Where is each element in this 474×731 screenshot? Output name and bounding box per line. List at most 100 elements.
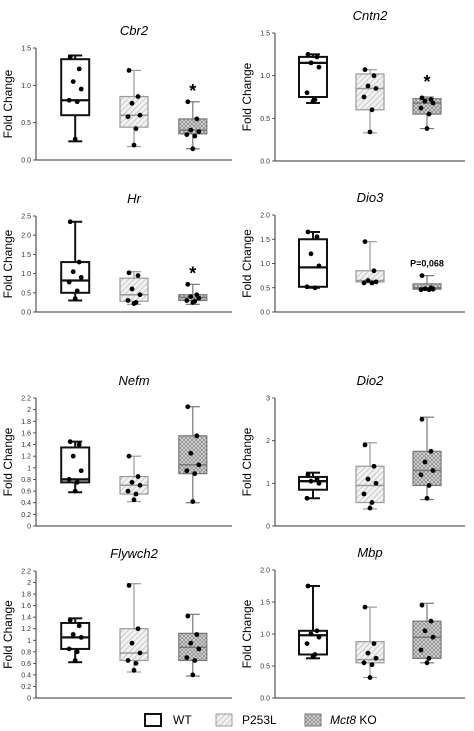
data-point bbox=[422, 628, 428, 634]
data-point bbox=[305, 583, 311, 589]
data-point bbox=[66, 97, 72, 103]
panels-group: Cbr2 Fold Change 0.0 0.5 1.0 1.5 * Cntn2 Fold Ch… bbox=[1, 8, 465, 703]
data-point bbox=[362, 442, 368, 448]
y-tick-label: 2 bbox=[266, 438, 270, 445]
data-point bbox=[72, 488, 78, 494]
data-point bbox=[314, 628, 320, 634]
box-wt bbox=[60, 617, 91, 664]
box-mct8-ko bbox=[412, 95, 442, 131]
data-point bbox=[365, 83, 371, 89]
data-point bbox=[76, 66, 82, 72]
data-point bbox=[426, 655, 432, 661]
data-point bbox=[194, 116, 200, 122]
y-axis-label: Fold Change bbox=[1, 229, 15, 298]
data-point bbox=[76, 442, 82, 447]
panel-title: Dio2 bbox=[357, 373, 385, 388]
data-point bbox=[137, 650, 143, 656]
y-tick-label: 3 bbox=[266, 396, 270, 403]
data-point bbox=[308, 251, 314, 257]
data-point bbox=[67, 219, 73, 225]
data-point bbox=[74, 649, 80, 655]
data-point bbox=[426, 111, 432, 117]
data-point bbox=[66, 646, 72, 652]
box-p253l bbox=[355, 239, 385, 286]
box-p253l bbox=[119, 270, 149, 306]
panel-dio2: Dio2 Fold Change 0 1 2 3 bbox=[240, 373, 465, 531]
data-point bbox=[185, 99, 191, 105]
data-point bbox=[369, 280, 375, 286]
data-point bbox=[305, 229, 311, 235]
box-p253l bbox=[119, 583, 149, 673]
data-point bbox=[314, 234, 320, 240]
data-point bbox=[196, 462, 202, 468]
data-point bbox=[67, 617, 73, 623]
legend-label-wt: WT bbox=[173, 713, 192, 727]
data-point bbox=[70, 453, 76, 459]
data-point bbox=[422, 459, 428, 465]
data-point bbox=[190, 499, 196, 504]
panel-nefm: Nefm Fold Change 0 0.2 0.4 0.6 0.8 1 1.2 1.4 1.6 1.… bbox=[1, 373, 232, 531]
data-point bbox=[367, 505, 373, 511]
panel-title: Nefm bbox=[118, 373, 149, 388]
data-point bbox=[422, 98, 428, 104]
data-point bbox=[70, 79, 76, 84]
box-p253l bbox=[119, 68, 149, 148]
data-point bbox=[373, 655, 379, 661]
legend-label-mct8ko: Mct8 KO bbox=[330, 713, 377, 727]
data-point bbox=[316, 634, 322, 640]
panel-dio3: Dio3 Fold Change 0.0 0.5 1.0 1.5 2.0 P=0,068 bbox=[240, 190, 465, 317]
box-mct8-ko bbox=[178, 613, 208, 678]
box-body bbox=[119, 628, 149, 662]
data-point bbox=[430, 634, 436, 640]
y-tick-label: 2.5 bbox=[21, 214, 31, 221]
data-point bbox=[137, 112, 143, 118]
data-point bbox=[422, 286, 428, 292]
box-wt bbox=[298, 471, 328, 501]
data-point bbox=[185, 613, 191, 619]
y-tick-label: 1 bbox=[27, 465, 31, 472]
data-point bbox=[188, 127, 194, 133]
data-point bbox=[78, 275, 84, 280]
data-point bbox=[304, 641, 310, 646]
data-point bbox=[365, 278, 371, 283]
y-tick-label: 0.5 bbox=[260, 285, 270, 292]
panel-title: Hr bbox=[127, 191, 141, 206]
y-tick-label: 0.2 bbox=[21, 684, 31, 691]
panel-title: Cbr2 bbox=[120, 23, 149, 38]
data-point bbox=[371, 73, 377, 79]
y-tick-label: 1 bbox=[266, 481, 270, 488]
panel-title: Flywch2 bbox=[110, 546, 158, 561]
data-point bbox=[419, 602, 425, 608]
data-point bbox=[362, 604, 368, 610]
data-point bbox=[365, 476, 371, 482]
panel-hr: Hr Fold Change 0.0 0.5 1.0 1.5 2.0 2.5 * bbox=[1, 191, 232, 317]
data-point bbox=[74, 99, 80, 105]
y-tick-label: 0.5 bbox=[260, 664, 270, 671]
data-point bbox=[133, 491, 139, 497]
y-tick-label: 0.0 bbox=[21, 310, 31, 317]
data-point bbox=[126, 68, 132, 73]
box-body bbox=[412, 620, 442, 659]
data-point bbox=[72, 296, 78, 301]
data-point bbox=[188, 640, 194, 646]
data-point bbox=[361, 660, 367, 666]
data-point bbox=[185, 281, 191, 287]
y-tick-label: 0.0 bbox=[260, 310, 270, 317]
data-point bbox=[129, 286, 135, 292]
y-tick-label: 2 bbox=[27, 407, 31, 414]
data-point bbox=[367, 675, 373, 680]
box-body bbox=[298, 238, 328, 288]
data-point bbox=[418, 287, 424, 293]
data-point bbox=[131, 497, 137, 503]
y-tick-label: 1.0 bbox=[21, 83, 31, 90]
legend-label-mct8ko-rest: KO bbox=[356, 713, 377, 727]
y-axis-label: Fold Change bbox=[240, 62, 254, 131]
data-point bbox=[373, 279, 379, 285]
data-point bbox=[131, 142, 137, 148]
data-point bbox=[78, 86, 84, 92]
data-point bbox=[133, 126, 139, 132]
legend-label-p253l: P253L bbox=[242, 713, 277, 727]
data-point bbox=[129, 640, 135, 646]
data-point bbox=[66, 477, 72, 482]
